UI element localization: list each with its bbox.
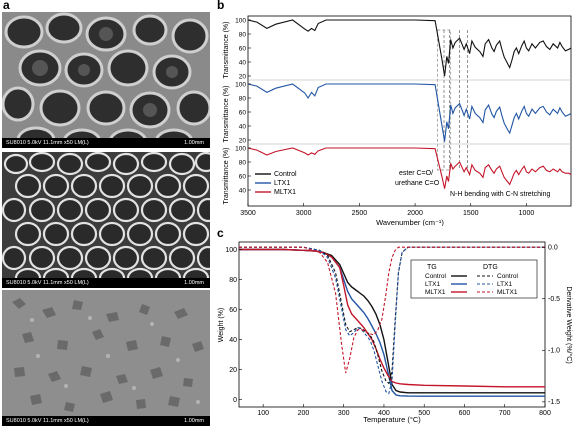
tga-xlabel: Temperature (°C) [363, 415, 421, 424]
ftir-xtick-label: 2000 [407, 210, 423, 217]
ftir-xtick-label: 2500 [352, 210, 368, 217]
tg-legend-label-mltx1: MLTX1 [425, 289, 446, 296]
ftir-ytick-label: 80 [239, 159, 247, 166]
dtg-legend-label-mltx1: MLTX1 [497, 289, 518, 296]
ftir-xtick-label: 1500 [463, 210, 479, 217]
tga-ytick-left-label: 40 [229, 337, 237, 344]
ftir-xtick-label: 3000 [296, 210, 312, 217]
tga-ytick-right-label: -0.5 [548, 296, 560, 303]
ftir-ytick-label: 80 [239, 31, 247, 38]
tga-ytick-left-label: 20 [229, 367, 237, 374]
annotation-ester: ester C=O/ [399, 170, 433, 177]
ftir-xtick-label: 3500 [240, 210, 256, 217]
tga-ytick-right-label: -1.0 [548, 348, 560, 355]
legend-label-control: Control [274, 171, 297, 178]
tga-chart: 100 200 300 400 500 600 700 800 0 20 40 60 80 100 0.0 -… [218, 241, 573, 424]
sem-image-3: SU8010 5.0kV 11.1mm x50 LM(L) 1.00mm [2, 290, 210, 426]
panel-a-label: a [3, 0, 10, 12]
tga-xtick-label: 300 [338, 410, 350, 417]
panel-c-label: c [217, 226, 224, 240]
sem-foam-collapsed [2, 290, 210, 426]
tga-ytick-right-label: -1.5 [548, 399, 560, 406]
sem-image-1: SU8010 5.0kV 11.1mm x50 LM(L) 1.00mm [2, 12, 210, 148]
ftir-ytick-label: 80 [239, 95, 247, 102]
sem-foam-large-cells [2, 12, 210, 148]
sem-image-2: SU8010 5.0kV 11.1mm x50 LM(L) 1.00mm [2, 152, 210, 288]
tga-xtick-label: 200 [298, 410, 310, 417]
tga-legend: TG DTG Control Control LTX1 LTX1 MLTX1 M… [410, 259, 538, 299]
ftir-ytick-label: 40 [239, 187, 247, 194]
ftir-ytick-label: 40 [239, 59, 247, 66]
dtg-series-mltx1 [239, 246, 545, 374]
sem-caption-text: SU8010 5.0kV 11.1mm x50 LM(L) [6, 418, 89, 424]
sem-caption-3: SU8010 5.0kV 11.1mm x50 LM(L) 1.00mm [2, 416, 210, 426]
tga-ytick-left-label: 0 [233, 397, 237, 404]
ftir-ytick-label: 60 [239, 45, 247, 52]
tga-ylabel-right: Derivative Weight (%/°C) [565, 286, 573, 363]
tga-ytick-left-label: 80 [229, 277, 237, 284]
ftir-ytick-label: 40 [239, 123, 247, 130]
ftir-ytick-label: 60 [239, 173, 247, 180]
legend-title-dtg: DTG [483, 264, 498, 271]
ftir-series-ltx1 [247, 83, 572, 142]
ftir-ylabel-top: Transmittance (%) [223, 22, 230, 79]
tga-xtick-label: 600 [459, 410, 471, 417]
ftir-ytick-label: 20 [239, 73, 247, 80]
ftir-ytick-label: 20 [239, 137, 247, 144]
ftir-ytick-label: 100 [235, 145, 246, 152]
tga-plot-frame [238, 241, 546, 408]
ftir-xtick-label: 1000 [519, 210, 535, 217]
sem-caption-text: SU8010 5.0kV 11.1mm x50 LM(L) [6, 280, 89, 286]
tga-xtick-label: 700 [499, 410, 511, 417]
sem-caption-text: SU8010 5.0kV 11.1mm x50 LM(L) [6, 140, 89, 146]
annotation-nh-bending: N-H bending with C-N stretching [450, 191, 550, 198]
tg-legend-label-ltx1: LTX1 [425, 281, 440, 288]
scale-bar-label: 1.00mm [184, 280, 204, 286]
scale-bar-label: 1.00mm [184, 140, 204, 146]
dtg-series-ltx1 [239, 246, 545, 395]
tga-ytick-left-label: 100 [225, 247, 237, 254]
tga-xtick-label: 500 [418, 410, 430, 417]
panel-b-label: b [217, 0, 225, 12]
ftir-ylabel-bottom: Transmittance (%) [223, 148, 230, 205]
annotation-urethane: urethane C=O [395, 180, 440, 187]
ftir-legend: Control LTX1 MLTX1 [255, 171, 297, 196]
sem-caption-2: SU8010 5.0kV 11.1mm x50 LM(L) 1.00mm [2, 278, 210, 288]
ftir-ytick-label: 100 [235, 81, 246, 88]
dtg-legend-label-control: Control [497, 273, 519, 280]
tga-xtick-label: 400 [378, 410, 390, 417]
ftir-ytick-label: 60 [239, 109, 247, 116]
ftir-xlabel: Wavenumber (cm⁻¹) [376, 218, 444, 226]
ftir-ylabel-mid: Transmittance (%) [223, 86, 230, 143]
tga-ytick-left-label: 60 [229, 307, 237, 314]
tga-xtick-label: 800 [539, 410, 551, 417]
ftir-series-control [247, 19, 572, 77]
sem-caption-1: SU8010 5.0kV 11.1mm x50 LM(L) 1.00mm [2, 138, 210, 148]
tga-ylabel-left: Weight (%) [218, 308, 225, 343]
legend-label-ltx1: LTX1 [274, 180, 290, 187]
tg-legend-label-control: Control [425, 273, 447, 280]
sem-foam-open-cells [2, 152, 210, 288]
scale-bar-label: 1.00mm [184, 418, 204, 424]
ftir-plot-frame [247, 15, 572, 207]
legend-title-tg: TG [427, 264, 437, 271]
ftir-series-mltx1 [247, 147, 572, 189]
tga-ytick-right-label: 0.0 [548, 244, 558, 251]
ftir-ytick-label: 100 [235, 17, 246, 24]
tga-legend-box [410, 259, 538, 299]
legend-label-mltx1: MLTX1 [274, 189, 296, 196]
dtg-legend-label-ltx1: LTX1 [497, 281, 512, 288]
tga-xtick-label: 100 [257, 410, 269, 417]
